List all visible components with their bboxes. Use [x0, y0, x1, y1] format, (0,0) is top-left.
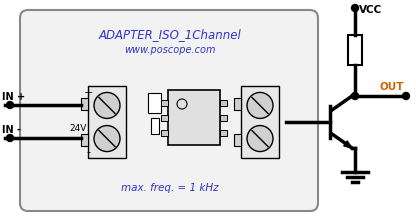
Text: IN +: IN + — [2, 92, 25, 102]
Circle shape — [352, 4, 359, 11]
Bar — [220, 100, 227, 106]
Text: ADAPTER_ISO_1Channel: ADAPTER_ISO_1Channel — [99, 29, 241, 42]
Circle shape — [7, 134, 13, 141]
Bar — [348, 35, 362, 65]
Bar — [161, 100, 168, 106]
Bar — [148, 93, 161, 113]
Bar — [234, 134, 241, 146]
Circle shape — [403, 92, 409, 99]
Circle shape — [247, 126, 273, 152]
Text: +: + — [83, 88, 93, 98]
Polygon shape — [344, 141, 352, 148]
Text: max. freq. = 1 kHz: max. freq. = 1 kHz — [121, 183, 219, 193]
Bar — [234, 98, 241, 110]
Bar — [161, 115, 168, 121]
Bar — [241, 86, 279, 158]
Text: 24V: 24V — [69, 123, 87, 132]
Bar — [220, 130, 227, 136]
Circle shape — [247, 92, 273, 118]
Bar — [81, 98, 88, 110]
Circle shape — [94, 92, 120, 118]
Bar — [168, 90, 220, 145]
FancyBboxPatch shape — [20, 10, 318, 211]
Circle shape — [352, 92, 359, 99]
Text: VCC: VCC — [359, 5, 382, 15]
Text: www.poscope.com: www.poscope.com — [124, 45, 216, 55]
Circle shape — [94, 126, 120, 152]
Bar — [161, 130, 168, 136]
Bar — [81, 134, 88, 146]
Bar — [88, 86, 126, 158]
Circle shape — [177, 99, 187, 109]
Bar — [151, 118, 159, 134]
Text: -: - — [86, 147, 90, 157]
Circle shape — [7, 101, 13, 108]
Bar — [220, 115, 227, 121]
Text: IN -: IN - — [2, 125, 21, 135]
Text: OUT: OUT — [379, 82, 404, 92]
